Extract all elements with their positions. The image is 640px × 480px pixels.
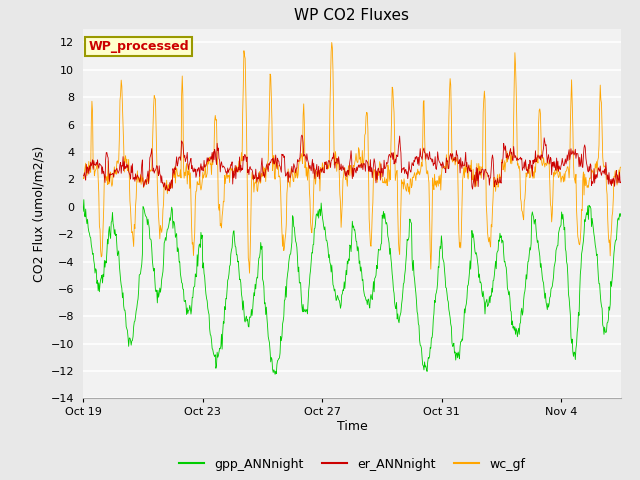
Text: WP_processed: WP_processed: [88, 40, 189, 53]
gpp_ANNnight: [271, 372, 279, 377]
er_ANNnight: [617, 179, 625, 185]
er_ANNnight: [515, 157, 522, 163]
wc_gf: [276, 173, 284, 179]
gpp_ANNnight: [79, 208, 87, 214]
er_ANNnight: [207, 156, 214, 162]
er_ANNnight: [99, 164, 106, 170]
wc_gf: [79, 175, 87, 180]
gpp_ANNnight: [99, 271, 107, 277]
gpp_ANNnight: [617, 211, 625, 216]
er_ANNnight: [165, 188, 173, 194]
gpp_ANNnight: [385, 240, 393, 246]
Title: WP CO2 Fluxes: WP CO2 Fluxes: [294, 9, 410, 24]
X-axis label: Time: Time: [337, 420, 367, 433]
wc_gf: [304, 167, 312, 173]
er_ANNnight: [276, 163, 284, 168]
gpp_ANNnight: [515, 325, 522, 331]
gpp_ANNnight: [207, 332, 214, 337]
er_ANNnight: [79, 173, 87, 179]
wc_gf: [617, 164, 625, 170]
gpp_ANNnight: [276, 350, 284, 356]
er_ANNnight: [298, 132, 306, 138]
wc_gf: [246, 270, 253, 276]
wc_gf: [99, 241, 106, 247]
wc_gf: [515, 166, 522, 171]
Line: wc_gf: wc_gf: [83, 43, 621, 273]
Legend: gpp_ANNnight, er_ANNnight, wc_gf: gpp_ANNnight, er_ANNnight, wc_gf: [174, 453, 530, 476]
gpp_ANNnight: [80, 197, 88, 203]
Y-axis label: CO2 Flux (umol/m2/s): CO2 Flux (umol/m2/s): [32, 145, 45, 282]
wc_gf: [328, 40, 335, 46]
er_ANNnight: [385, 152, 393, 157]
gpp_ANNnight: [305, 287, 312, 293]
Line: er_ANNnight: er_ANNnight: [83, 135, 621, 191]
er_ANNnight: [305, 162, 312, 168]
wc_gf: [385, 179, 393, 184]
Line: gpp_ANNnight: gpp_ANNnight: [83, 200, 621, 374]
wc_gf: [206, 154, 214, 160]
